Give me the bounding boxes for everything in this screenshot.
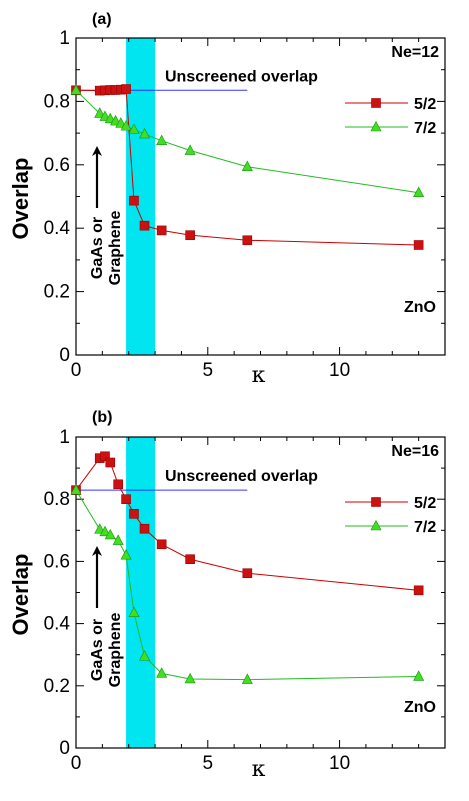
y-tick-label: 0.8 — [44, 489, 70, 510]
panel-label: (a) — [92, 11, 112, 28]
data-point-5-2 — [139, 523, 150, 534]
data-point-5-2 — [413, 585, 424, 596]
data-point-5-2 — [156, 539, 167, 550]
data-point-7-2 — [120, 549, 132, 560]
y-tick-label: 0.6 — [44, 551, 70, 572]
data-point-7-2 — [156, 667, 168, 678]
data-point-7-2 — [70, 484, 82, 495]
data-point-5-2 — [100, 451, 110, 462]
data-point-7-2 — [241, 673, 253, 684]
data-point-5-2 — [129, 195, 139, 206]
data-point-5-2 — [121, 494, 131, 505]
y-tick-label: 0.8 — [44, 91, 70, 112]
data-point-5-2 — [413, 240, 424, 250]
x-tick-label: 5 — [202, 360, 213, 381]
data-point-7-2 — [104, 528, 116, 540]
data-point-7-2 — [115, 117, 127, 128]
gaas-graphene-annotation: GaAs or Graphene — [89, 211, 124, 286]
legend-label-5-2: 5/2 — [414, 495, 436, 512]
legend-label-7-2: 7/2 — [414, 519, 436, 536]
x-axis-title: κ — [252, 757, 266, 782]
x-tick-label: 5 — [202, 753, 213, 774]
legend-marker-7-2 — [370, 120, 382, 132]
data-point-5-2 — [185, 554, 195, 565]
data-point-7-2 — [413, 670, 425, 681]
highlight-band — [126, 437, 156, 748]
y-tick-label: 0.4 — [44, 614, 71, 635]
y-tick-label: 0.4 — [44, 218, 71, 239]
panel-label: (b) — [92, 409, 112, 426]
data-point-7-2 — [120, 119, 132, 131]
data-point-7-2 — [184, 144, 196, 155]
data-point-5-2 — [139, 220, 150, 231]
y-tick-label: 0 — [59, 738, 70, 759]
data-point-7-2 — [139, 650, 151, 661]
x-axis-title: κ — [252, 363, 266, 388]
y-tick-label: 0.2 — [44, 282, 70, 303]
data-point-5-2 — [185, 230, 195, 240]
x-tick-label: 0 — [71, 360, 82, 381]
data-point-5-2 — [129, 509, 139, 519]
data-point-7-2 — [99, 525, 111, 537]
data-point-5-2 — [113, 479, 123, 490]
ne-label: Ne=16 — [391, 443, 439, 460]
y-tick-label: 1 — [59, 427, 70, 448]
data-point-5-2 — [156, 225, 167, 236]
zno-annotation: ZnO — [404, 699, 436, 716]
y-axis-title: Overlap — [8, 554, 33, 636]
data-point-5-2 — [242, 568, 253, 579]
data-point-7-2 — [94, 107, 106, 118]
annotation-line: GaAs or — [89, 619, 106, 681]
y-tick-label: 1 — [59, 28, 70, 49]
data-point-7-2 — [241, 160, 253, 172]
data-point-7-2 — [128, 123, 140, 134]
annotation-line: Graphene — [107, 613, 124, 688]
x-tick-label: 10 — [329, 360, 350, 381]
data-point-7-2 — [128, 606, 140, 618]
annotation-line: Graphene — [107, 211, 124, 286]
annotation-line: GaAs or — [89, 217, 106, 279]
data-point-7-2 — [112, 534, 124, 545]
zno-annotation: ZnO — [404, 299, 436, 316]
legend-marker-7-2 — [370, 519, 382, 531]
data-point-5-2 — [105, 457, 116, 468]
x-tick-label: 10 — [329, 753, 350, 774]
data-point-7-2 — [139, 127, 151, 139]
data-point-7-2 — [70, 84, 82, 95]
y-tick-label: 0.6 — [44, 155, 70, 176]
legend-label-5-2: 5/2 — [414, 96, 436, 113]
gaas-graphene-annotation: GaAs or Graphene — [89, 613, 124, 688]
legend-marker-5-2 — [371, 497, 381, 507]
x-tick-label: 0 — [71, 753, 82, 774]
data-point-5-2 — [121, 84, 131, 94]
legend-marker-5-2 — [371, 98, 381, 108]
data-point-7-2 — [413, 186, 425, 197]
data-point-7-2 — [156, 134, 168, 146]
data-point-5-2 — [242, 235, 253, 246]
unscreened-overlap-label: Unscreened overlap — [165, 468, 318, 485]
y-axis-title: Overlap — [8, 158, 33, 240]
y-tick-label: 0.2 — [44, 676, 70, 697]
legend-label-7-2: 7/2 — [414, 120, 436, 137]
data-point-7-2 — [184, 672, 196, 684]
unscreened-overlap-label: Unscreened overlap — [165, 68, 318, 85]
ne-label: Ne=12 — [391, 44, 439, 61]
y-tick-label: 0 — [59, 345, 70, 366]
